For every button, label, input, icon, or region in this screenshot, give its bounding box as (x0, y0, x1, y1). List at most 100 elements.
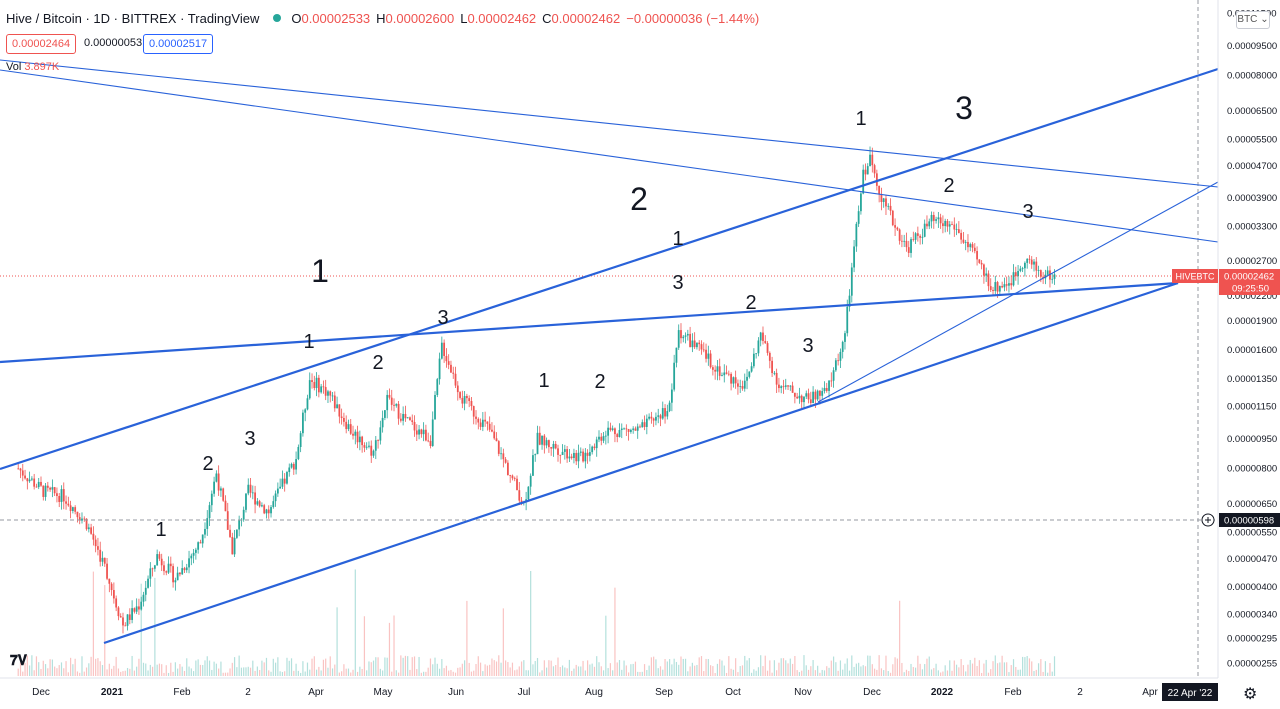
candle-body (602, 436, 605, 441)
candle-body (739, 386, 742, 387)
candle-body (964, 241, 967, 243)
candle-body (846, 306, 849, 334)
candle-body (1035, 261, 1038, 271)
volume-bar (552, 666, 555, 676)
candle-body (497, 441, 500, 454)
volume-bar (776, 670, 778, 676)
candle-body (149, 568, 152, 579)
volume-bar (1042, 671, 1044, 676)
candle-body (716, 366, 719, 372)
candle-body (887, 205, 890, 207)
volume-bar (491, 658, 493, 676)
volume-bar (760, 655, 762, 676)
candle-body (477, 418, 480, 423)
candle-body (793, 392, 796, 397)
candle-body (882, 198, 885, 202)
candle-body (1003, 284, 1006, 288)
volume-bar (568, 659, 570, 676)
volume-bar (19, 662, 22, 676)
candle-body (791, 385, 794, 393)
volume-bar (468, 662, 470, 676)
candle-body (937, 217, 940, 220)
volume-bar (728, 656, 730, 676)
candle-body (905, 240, 908, 248)
volume-bar (195, 660, 197, 676)
volume-bar (976, 666, 978, 676)
candle-body (894, 225, 896, 228)
candle-body (996, 282, 999, 292)
candle-body (210, 493, 213, 506)
candle-body (944, 220, 947, 227)
candle-body (816, 390, 819, 400)
candle-body (841, 341, 844, 352)
volume-bar (111, 668, 113, 676)
candle-body (992, 289, 994, 291)
candle-body (532, 455, 534, 476)
volume-bar (778, 662, 780, 676)
candle-body (172, 566, 174, 583)
volume-bar (960, 659, 962, 676)
volume-bar (466, 600, 468, 676)
volume-bar (978, 660, 980, 676)
candle-body (336, 404, 338, 409)
currency-label: BTC (1237, 14, 1258, 25)
volume-bar (971, 663, 974, 676)
volume-bar (222, 672, 224, 676)
volume-bar (546, 667, 548, 676)
volume-bar (313, 656, 315, 676)
volume-bar (785, 660, 787, 676)
volume-bar (1044, 661, 1047, 676)
candle-body (384, 410, 386, 418)
volume-bar (138, 658, 140, 676)
buy-price-box[interactable]: 0.00002517 (143, 34, 214, 54)
candle-body (263, 505, 266, 514)
volume-bar (151, 666, 154, 676)
volume-bar (379, 668, 381, 676)
candle-body (158, 554, 161, 559)
candlestick-series (17, 146, 1056, 634)
candle-body (258, 501, 261, 507)
wave-label: 1 (855, 108, 866, 130)
tradingview-logo-icon[interactable]: 𝟕𝐕 (10, 652, 28, 668)
volume-bar (527, 670, 529, 676)
volume-bar (101, 665, 104, 676)
candle-body (126, 614, 129, 626)
volume-bar (363, 616, 366, 676)
price-tick-label: 0.00009500 (1227, 41, 1277, 52)
time-tick-label: Apr (1142, 687, 1158, 698)
volume-bar (655, 659, 657, 676)
candle-body (1021, 268, 1024, 270)
volume-bar (992, 661, 994, 676)
price-tick-label: 0.00001600 (1227, 345, 1277, 356)
currency-button[interactable]: BTC ⌄ (1236, 11, 1270, 29)
candle-body (896, 227, 899, 230)
sell-price-box[interactable]: 0.00002464 (6, 34, 77, 54)
volume-bar (1053, 656, 1056, 676)
gear-icon[interactable]: ⚙ (1243, 686, 1258, 703)
volume-bar (170, 662, 172, 676)
candle-body (365, 446, 368, 448)
candle-body (504, 459, 507, 463)
candle-body (527, 486, 530, 500)
open-label: O (291, 11, 302, 26)
candle-body (757, 340, 760, 354)
candle-body (65, 501, 67, 504)
candle-body (1019, 268, 1022, 271)
time-tick-label: Feb (1004, 687, 1022, 698)
candle-body (151, 568, 154, 570)
volume-bar (322, 659, 325, 676)
volume-bar (263, 662, 265, 676)
volume-bar (124, 670, 126, 676)
time-tick-label: Oct (725, 687, 741, 698)
volume-bar (860, 666, 862, 676)
volume-bar (388, 622, 391, 676)
volume-bar (17, 668, 19, 676)
candle-body (598, 436, 600, 440)
candle-body (283, 478, 286, 484)
volume-bar (999, 662, 1001, 676)
candle-body (655, 416, 657, 421)
symbol-title[interactable]: Hive / Bitcoin · 1D · BITTREX · TradingV… (6, 11, 260, 26)
volume-bar (213, 661, 215, 676)
candle-body (352, 433, 354, 436)
